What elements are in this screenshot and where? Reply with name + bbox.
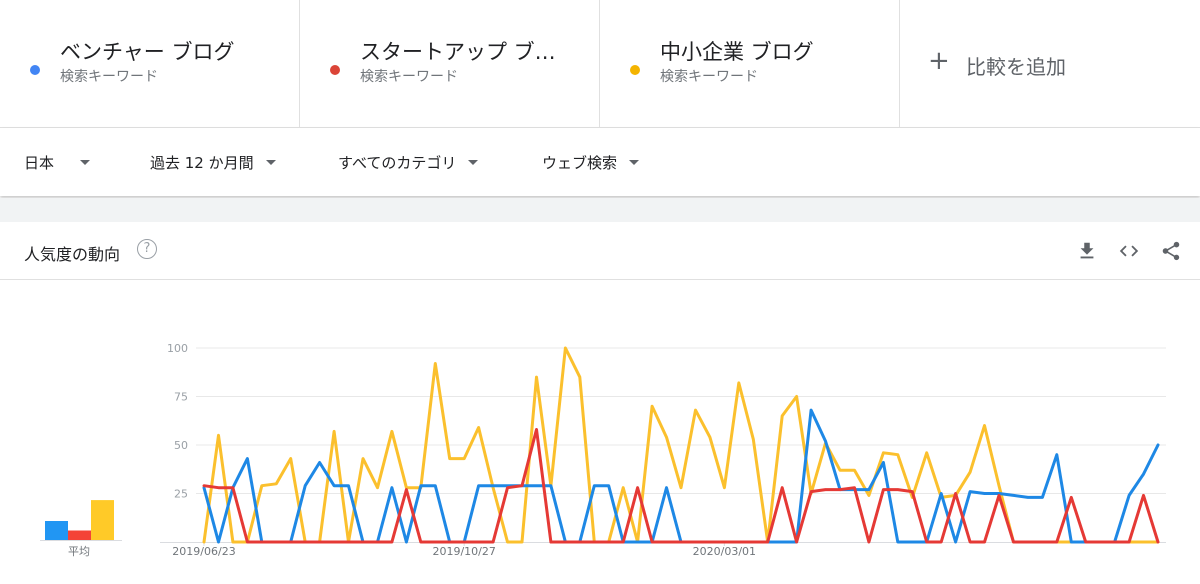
help-icon[interactable]: ? [137,239,157,259]
section-gap [0,198,1200,222]
x-tick-label: 2019/06/23 [172,545,235,558]
term-name[interactable]: スタートアップ ブ… [360,40,556,64]
x-tick-label: 2019/10/27 [432,545,495,558]
category-dropdown[interactable]: すべてのカテゴリ [338,152,479,173]
y-tick-label: 100 [167,342,188,355]
y-tick-label: 50 [174,439,188,452]
share-icon[interactable] [1160,240,1182,262]
card-header: 人気度の動向 ? [0,222,1200,280]
search-type-dropdown[interactable]: ウェブ検索 [542,152,640,173]
caret-down-icon [80,160,91,165]
caret-down-icon [629,160,640,165]
filter-bar: 日本 過去 12 か月間 すべてのカテゴリ ウェブ検索 [0,128,1200,196]
period-label: 過去 12 か月間 [150,154,254,172]
category-label: すべてのカテゴリ [338,154,457,172]
period-dropdown[interactable]: 過去 12 か月間 [150,152,276,173]
embed-code-icon[interactable] [1118,240,1140,262]
term-color-dot [630,65,640,75]
term-type: 検索キーワード [360,69,458,85]
series-line-2 [202,428,1160,544]
region-dropdown[interactable]: 日本 [24,152,91,173]
average-label: 平均 [68,545,90,558]
y-tick-label: 75 [174,391,188,404]
comparison-terms: ベンチャー ブログ 検索キーワード スタートアップ ブ… 検索キーワード 中小企… [0,0,1200,128]
term-color-dot [30,65,40,75]
caret-down-icon [468,160,479,165]
x-tick-label: 2020/03/01 [693,545,756,558]
add-compare-button[interactable]: + 比較を追加 [900,0,1200,128]
plus-icon: + [928,46,950,76]
term-type: 検索キーワード [660,69,758,85]
term-type: 検索キーワード [60,69,158,85]
y-tick-label: 25 [174,488,188,501]
average-bar-chart [40,500,122,541]
series-line-3 [202,346,1160,544]
search-type-label: ウェブ検索 [542,154,618,172]
download-icon[interactable] [1076,240,1098,262]
average-bar [91,500,114,540]
average-bar [68,530,91,540]
term-card-1[interactable]: ベンチャー ブログ 検索キーワード [0,0,300,128]
term-name[interactable]: 中小企業 ブログ [660,40,814,64]
add-compare-label: 比較を追加 [966,55,1066,79]
term-card-3[interactable]: 中小企業 ブログ 検索キーワード [600,0,900,128]
region-label: 日本 [24,154,55,172]
term-color-dot [330,65,340,75]
term-name[interactable]: ベンチャー ブログ [60,40,235,64]
card-title: 人気度の動向 [24,245,121,264]
term-card-2[interactable]: スタートアップ ブ… 検索キーワード [300,0,600,128]
caret-down-icon [265,160,276,165]
interest-line-chart: 25 50 75 100 2019/06/23 2019/10/27 2020/03/01 [160,342,1166,558]
average-bar [45,521,68,540]
interest-over-time-card: 人気度の動向 ? 平均 25 50 75 100 2019/06/23 2019/10/2… [0,222,1200,584]
